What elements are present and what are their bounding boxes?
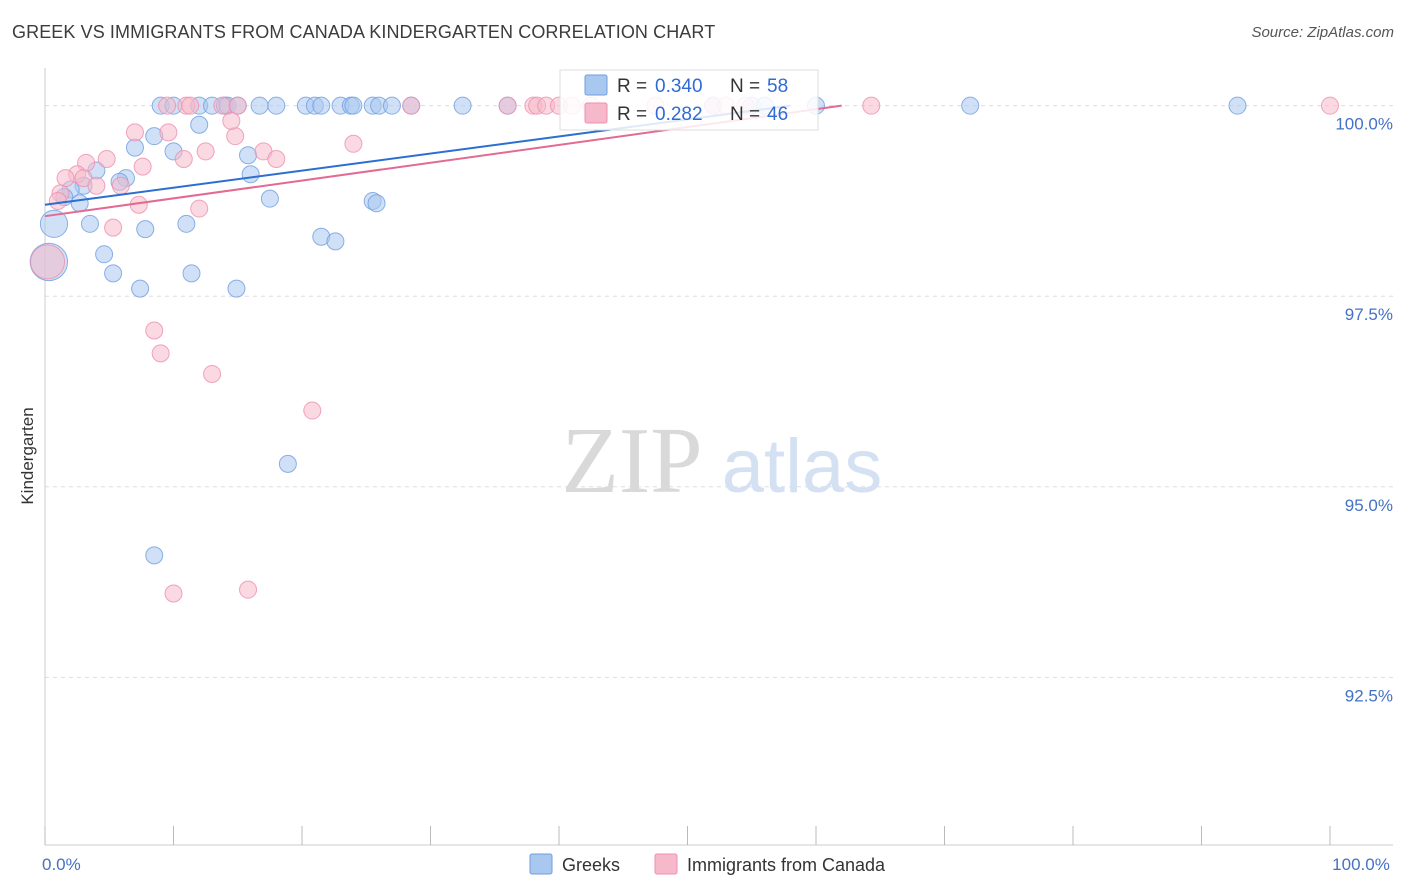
x-tick-label: 100.0% bbox=[1332, 855, 1390, 874]
greeks-point bbox=[241, 165, 260, 184]
greeks-point bbox=[177, 214, 196, 233]
canada-point bbox=[1321, 96, 1339, 115]
legend-label-greeks: Greeks bbox=[562, 855, 620, 875]
canada-point bbox=[196, 142, 215, 161]
legend-n-label: N = bbox=[730, 76, 760, 97]
greeks-point bbox=[278, 454, 297, 473]
tick-labels: 100.0% 97.5% 95.0% 92.5% 0.0% 100.0% bbox=[42, 115, 1393, 874]
greeks-point bbox=[367, 194, 386, 213]
greeks-point bbox=[70, 194, 89, 213]
greeks-point bbox=[250, 96, 269, 115]
legend-r-label: R = bbox=[617, 76, 647, 97]
legend-swatch-canada bbox=[584, 102, 608, 124]
greeks-point bbox=[326, 232, 345, 251]
legend-swatch-greeks bbox=[529, 853, 553, 875]
greeks-point bbox=[1228, 96, 1247, 115]
canada-point bbox=[181, 96, 200, 115]
greeks-point bbox=[131, 279, 150, 298]
watermark: ZIP atlas bbox=[562, 409, 883, 513]
greeks-point bbox=[267, 96, 286, 115]
canada-point bbox=[190, 199, 209, 218]
y-tick-label: 95.0% bbox=[1345, 496, 1393, 515]
greeks-point bbox=[39, 209, 69, 238]
source-label: Source: ZipAtlas.com bbox=[1251, 24, 1394, 41]
greeks-point bbox=[312, 96, 331, 115]
canada-point bbox=[203, 364, 222, 383]
canada-point bbox=[87, 176, 106, 195]
y-tick-label: 97.5% bbox=[1345, 305, 1393, 324]
canada-point bbox=[213, 96, 232, 115]
legend-r-value-canada: 0.282 bbox=[655, 104, 703, 125]
canada-point bbox=[228, 96, 247, 115]
canada-point bbox=[402, 96, 421, 115]
canada-point bbox=[30, 244, 66, 280]
chart-title: GREEK VS IMMIGRANTS FROM CANADA KINDERGA… bbox=[12, 22, 716, 42]
canada-point bbox=[174, 150, 193, 169]
canada-point bbox=[226, 127, 245, 146]
canada-point bbox=[222, 111, 241, 130]
data-points bbox=[29, 96, 1339, 603]
legend-label-canada: Immigrants from Canada bbox=[687, 855, 886, 875]
canada-point bbox=[151, 344, 170, 363]
legend-n-label: N = bbox=[730, 104, 760, 125]
canada-point bbox=[239, 580, 258, 599]
greeks-point bbox=[239, 146, 258, 165]
series-legend: Greeks Immigrants from Canada bbox=[529, 853, 886, 875]
watermark-zip: ZIP bbox=[562, 409, 703, 513]
greeks-point bbox=[145, 546, 164, 565]
legend-swatch-greeks bbox=[584, 74, 608, 96]
canada-point bbox=[862, 96, 881, 115]
canada-point bbox=[56, 169, 75, 188]
greeks-point bbox=[95, 245, 114, 264]
greeks-point bbox=[125, 138, 144, 157]
x-tick-label: 0.0% bbox=[42, 855, 81, 874]
canada-point bbox=[97, 150, 116, 169]
greeks-point bbox=[104, 264, 123, 283]
legend-r-value-greeks: 0.340 bbox=[655, 76, 703, 97]
greeks-point bbox=[382, 96, 401, 115]
canada-point bbox=[125, 123, 144, 142]
canada-point bbox=[111, 176, 130, 195]
canada-point bbox=[133, 157, 152, 176]
greeks-point bbox=[182, 264, 201, 283]
greeks-point bbox=[190, 115, 209, 134]
canada-point bbox=[164, 584, 183, 603]
legend-n-value-greeks: 58 bbox=[767, 76, 788, 97]
canada-point bbox=[498, 96, 517, 115]
legend-swatch-canada bbox=[654, 853, 678, 875]
y-tick-label: 92.5% bbox=[1345, 686, 1393, 705]
legend-n-value-canada: 46 bbox=[767, 104, 788, 125]
canada-point bbox=[104, 218, 123, 237]
legend-r-label: R = bbox=[617, 104, 647, 125]
greeks-point bbox=[227, 279, 246, 298]
canada-point bbox=[145, 321, 164, 340]
greeks-point bbox=[80, 214, 99, 233]
greeks-point bbox=[260, 189, 279, 208]
canada-point bbox=[344, 134, 363, 153]
greeks-point bbox=[453, 96, 472, 115]
greeks-point bbox=[344, 96, 363, 115]
canada-point bbox=[158, 96, 177, 115]
greeks-point bbox=[136, 220, 155, 239]
canada-point bbox=[303, 401, 322, 420]
y-tick-label: 100.0% bbox=[1335, 115, 1393, 134]
canada-point bbox=[267, 150, 286, 169]
axes bbox=[44, 68, 1393, 846]
canada-point bbox=[159, 123, 178, 142]
correlation-legend: R = 0.340 N = 58 R = 0.282 N = 46 bbox=[559, 69, 819, 131]
greeks-point bbox=[961, 96, 980, 115]
canada-point bbox=[48, 191, 67, 210]
watermark-atlas: atlas bbox=[722, 424, 883, 509]
